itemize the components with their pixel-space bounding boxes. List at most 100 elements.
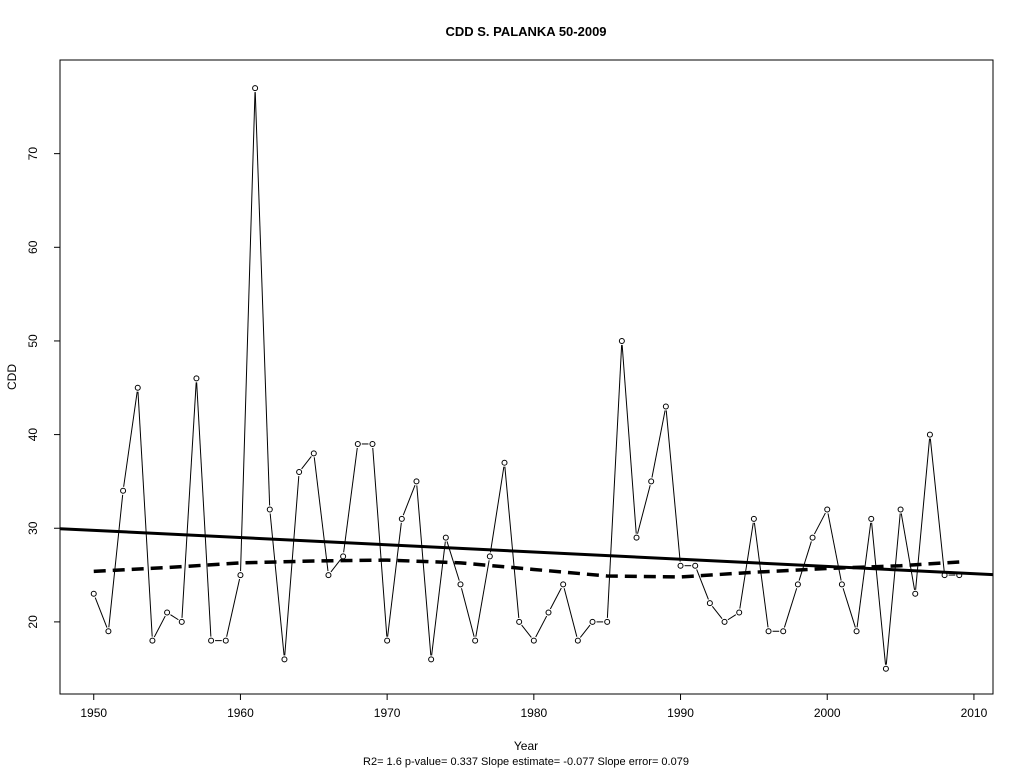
data-point	[266, 506, 273, 513]
series-line-segment	[284, 476, 300, 656]
series-line-segment	[871, 522, 887, 665]
series-line-segment	[196, 382, 212, 637]
data-point	[809, 534, 816, 541]
x-tick-label: 2010	[961, 706, 988, 720]
data-point	[853, 628, 860, 635]
data-point	[824, 506, 831, 513]
data-point	[472, 637, 479, 644]
series-line-segment	[900, 513, 916, 590]
series-line-segment	[929, 438, 945, 572]
data-point	[882, 665, 889, 672]
data-point	[618, 337, 625, 344]
data-point	[442, 534, 449, 541]
series-line-segment	[521, 624, 532, 638]
y-tick-label: 60	[26, 240, 40, 254]
y-tick-label: 20	[26, 615, 40, 629]
y-tick-label: 70	[26, 147, 40, 161]
data-point	[897, 506, 904, 513]
data-point	[134, 384, 141, 391]
data-point	[413, 478, 420, 485]
series-line-segment	[621, 344, 637, 534]
data-point	[193, 375, 200, 382]
series-line-segment	[372, 447, 388, 637]
x-tick-label: 1960	[227, 706, 254, 720]
series-line-segment	[753, 522, 769, 628]
series-layer	[60, 85, 993, 672]
series-line-segment	[535, 615, 548, 638]
series-line-segment	[813, 512, 826, 535]
series-line-segment	[727, 614, 737, 621]
series-line-segment	[170, 614, 179, 621]
series-line-segment	[123, 391, 138, 487]
series-line-segment	[651, 410, 666, 478]
smoothed-line	[93, 558, 960, 579]
data-point	[501, 459, 508, 466]
series-line-segment	[254, 92, 271, 506]
data-point	[926, 431, 933, 438]
data-point	[692, 562, 699, 569]
y-axis: 20 30 40 50 60 70	[26, 147, 60, 629]
series-line-segment	[885, 513, 901, 665]
data-point	[662, 403, 669, 410]
data-point	[90, 590, 97, 597]
data-point	[340, 553, 347, 560]
series-line-segment	[856, 522, 872, 628]
series-line-segment	[563, 588, 578, 637]
data-point	[750, 515, 757, 522]
series-line-segment	[94, 597, 108, 628]
series-line-segment	[461, 588, 475, 637]
series-line-segment	[330, 559, 342, 573]
series-line-segment	[343, 447, 358, 553]
series-line-segment	[240, 92, 256, 572]
series-line-segment	[606, 344, 623, 618]
data-point	[398, 515, 405, 522]
data-point	[648, 478, 655, 485]
data-point	[706, 600, 713, 607]
series-line-segment	[475, 560, 490, 637]
data-point	[457, 581, 464, 588]
y-tick-label: 50	[26, 334, 40, 348]
series-line-segment	[549, 587, 562, 610]
data-point	[604, 618, 611, 625]
data-point	[354, 440, 361, 447]
series-line-segment	[783, 588, 798, 628]
series-line-segment	[842, 588, 856, 628]
data-point	[838, 581, 845, 588]
series-line-segment	[402, 484, 416, 516]
series-line-segment	[504, 466, 520, 618]
data-point	[780, 628, 787, 635]
series-line-segment	[226, 578, 241, 637]
series-line-segment	[431, 541, 446, 656]
data-point	[428, 656, 435, 663]
data-point	[369, 440, 376, 447]
data-point	[208, 637, 215, 644]
y-tick-label: 40	[26, 428, 40, 442]
data-point	[721, 618, 728, 625]
data-point	[545, 609, 552, 616]
data-point	[736, 609, 743, 616]
data-point	[765, 628, 772, 635]
data-point	[252, 85, 259, 92]
data-point	[105, 628, 112, 635]
data-point	[325, 572, 332, 579]
series-line-segment	[798, 541, 812, 581]
series-line-segment	[665, 410, 681, 562]
chart-title: CDD S. PALANKA 50-2009	[445, 24, 606, 39]
series-line-segment	[416, 485, 432, 656]
data-point	[178, 618, 185, 625]
x-tick-label: 1990	[667, 706, 694, 720]
data-point	[281, 656, 288, 663]
data-point	[384, 637, 391, 644]
series-line-segment	[108, 494, 124, 628]
series-line-segment	[153, 615, 166, 638]
series-line-segment	[269, 513, 285, 656]
series-line-segment	[579, 624, 591, 638]
data-point	[164, 609, 171, 616]
series-line-segment	[387, 522, 402, 637]
series-line-segment	[301, 456, 312, 470]
data-point	[296, 469, 303, 476]
x-tick-label: 1980	[520, 706, 547, 720]
stats-line: R2= 1.6 p-value= 0.337 Slope estimate= -…	[363, 756, 689, 768]
x-tick-label: 2000	[814, 706, 841, 720]
